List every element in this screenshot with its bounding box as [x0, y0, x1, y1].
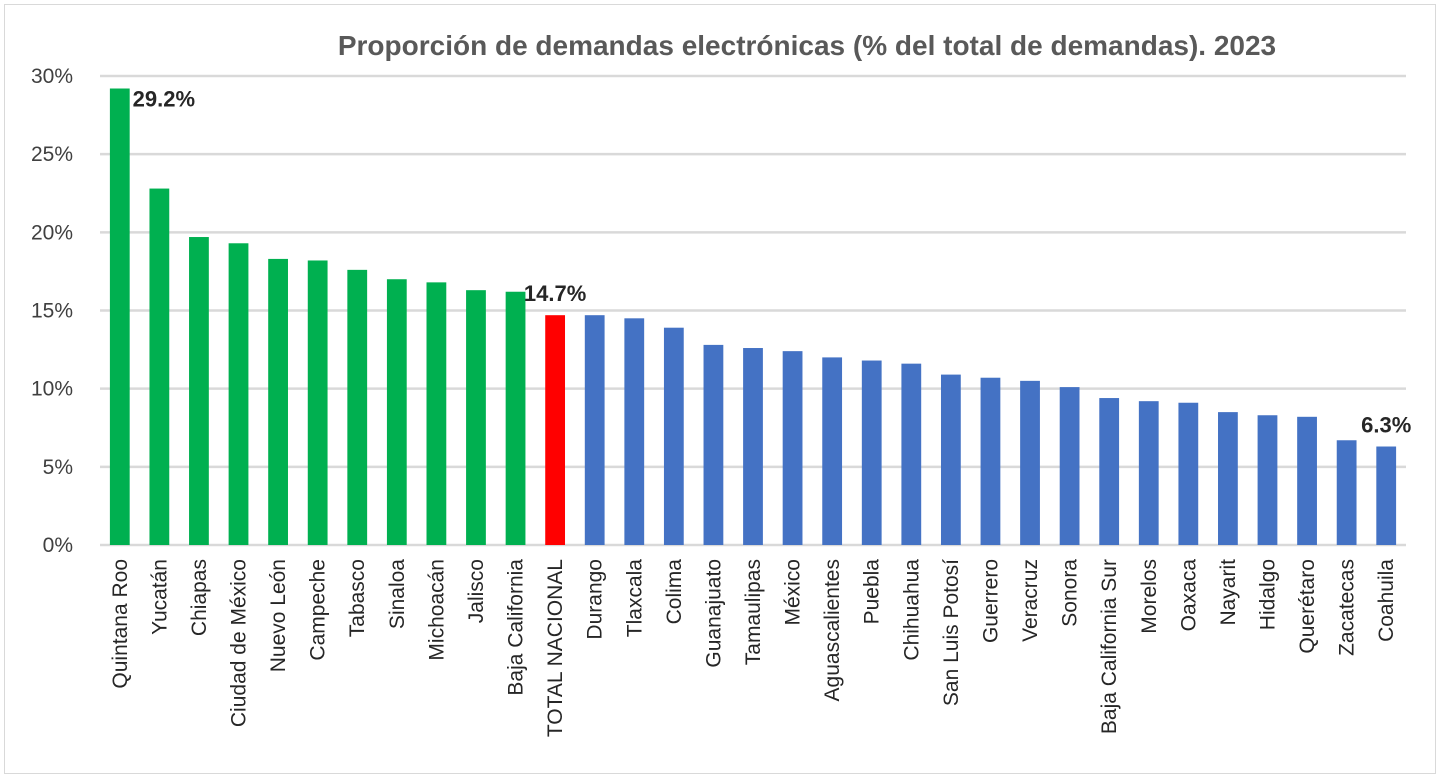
bar	[1178, 402, 1199, 545]
x-tick-label: Oaxaca	[1177, 559, 1200, 632]
x-tick-label: Quintana Roo	[109, 559, 132, 689]
chart-title: Proporción de demandas electrónicas (% d…	[338, 30, 1276, 61]
bar	[228, 243, 249, 545]
x-tick-label: Durango	[584, 559, 607, 640]
x-tick-label: Guerrero	[979, 559, 1002, 643]
y-tick-label: 30%	[31, 65, 73, 88]
x-tick-label: Guanajuato	[702, 559, 725, 668]
x-tick-label: Yucatán	[148, 559, 171, 635]
bar	[426, 282, 447, 545]
bar	[386, 279, 407, 545]
bar	[584, 315, 605, 545]
bar	[505, 291, 526, 545]
x-tick-label: México	[782, 559, 805, 626]
x-tick-label: Baja California Sur	[1098, 559, 1121, 734]
bar	[466, 290, 486, 545]
x-tick-label: Veracruz	[1019, 559, 1042, 642]
x-tick-label: Campeche	[307, 559, 330, 661]
y-tick-label: 15%	[31, 300, 73, 323]
x-tick-label: Coahuila	[1375, 559, 1398, 642]
x-tick-label: Sinaloa	[386, 559, 409, 629]
x-tick-label: Aguascalientes	[821, 559, 844, 701]
x-tick-label: Chiapas	[188, 559, 211, 636]
y-tick-label: 0%	[43, 534, 73, 557]
bar	[109, 88, 130, 546]
bar	[822, 357, 843, 545]
x-tick-label: Tlaxcala	[623, 559, 646, 638]
bar	[189, 237, 209, 546]
data-labels: 29.2% 14.7% 6.3%	[133, 87, 1412, 438]
bar	[1059, 387, 1080, 545]
x-tick-label: Nuevo León	[267, 559, 290, 672]
bar	[743, 348, 763, 545]
bar	[1257, 415, 1278, 545]
y-tick-label: 25%	[31, 143, 73, 166]
x-tick-label: Baja California	[505, 559, 528, 696]
bar	[782, 351, 803, 545]
x-tick-label: Querétaro	[1296, 559, 1319, 654]
y-tick-label: 5%	[43, 456, 73, 479]
bar	[268, 258, 288, 545]
data-label: 6.3%	[1361, 413, 1411, 438]
x-tick-label: TOTAL NACIONAL	[544, 559, 567, 737]
bar	[980, 377, 1001, 545]
bar	[347, 269, 368, 545]
bar	[307, 260, 328, 545]
x-tick-label: Jalisco	[465, 559, 488, 623]
x-tick-label: Chihuahua	[900, 559, 923, 661]
x-tick-label: Sonora	[1059, 559, 1082, 627]
bar	[1020, 380, 1040, 545]
bar	[624, 318, 645, 545]
x-tick-label: Ciudad de México	[228, 559, 251, 727]
x-tick-label: Tabasco	[346, 559, 369, 637]
x-tick-label: Colima	[663, 559, 686, 625]
data-label: 14.7%	[524, 281, 586, 306]
bar	[663, 327, 684, 545]
data-label: 29.2%	[133, 87, 195, 112]
bar	[861, 360, 882, 545]
x-tick-label: Hidalgo	[1256, 559, 1279, 630]
bar	[1218, 412, 1238, 545]
x-tick-label: Puebla	[861, 559, 884, 625]
bar	[901, 363, 922, 545]
bar	[1099, 398, 1120, 545]
x-axis-ticks: Quintana Roo Yucatán Chiapas Ciudad de Méxi…	[109, 559, 1398, 737]
x-tick-label: Michoacán	[425, 559, 448, 661]
x-tick-label: Nayarit	[1217, 559, 1240, 626]
x-tick-label: Morelos	[1138, 559, 1161, 634]
x-tick-label: San Luis Potosí	[940, 559, 963, 706]
bar	[1376, 446, 1397, 545]
bar	[940, 374, 961, 545]
y-tick-label: 10%	[31, 378, 73, 401]
bars	[109, 88, 1397, 546]
bar	[1297, 416, 1317, 545]
bar	[1138, 401, 1159, 545]
y-axis-ticks: 0% 5% 10% 15% 20% 25% 30%	[31, 65, 73, 557]
x-tick-label: Zacatecas	[1336, 559, 1359, 656]
x-tick-label: Tamaulipas	[742, 559, 765, 665]
y-tick-label: 20%	[31, 221, 73, 244]
bar	[703, 344, 724, 545]
bar	[545, 315, 566, 545]
bar	[149, 188, 170, 545]
bar	[1336, 440, 1357, 545]
